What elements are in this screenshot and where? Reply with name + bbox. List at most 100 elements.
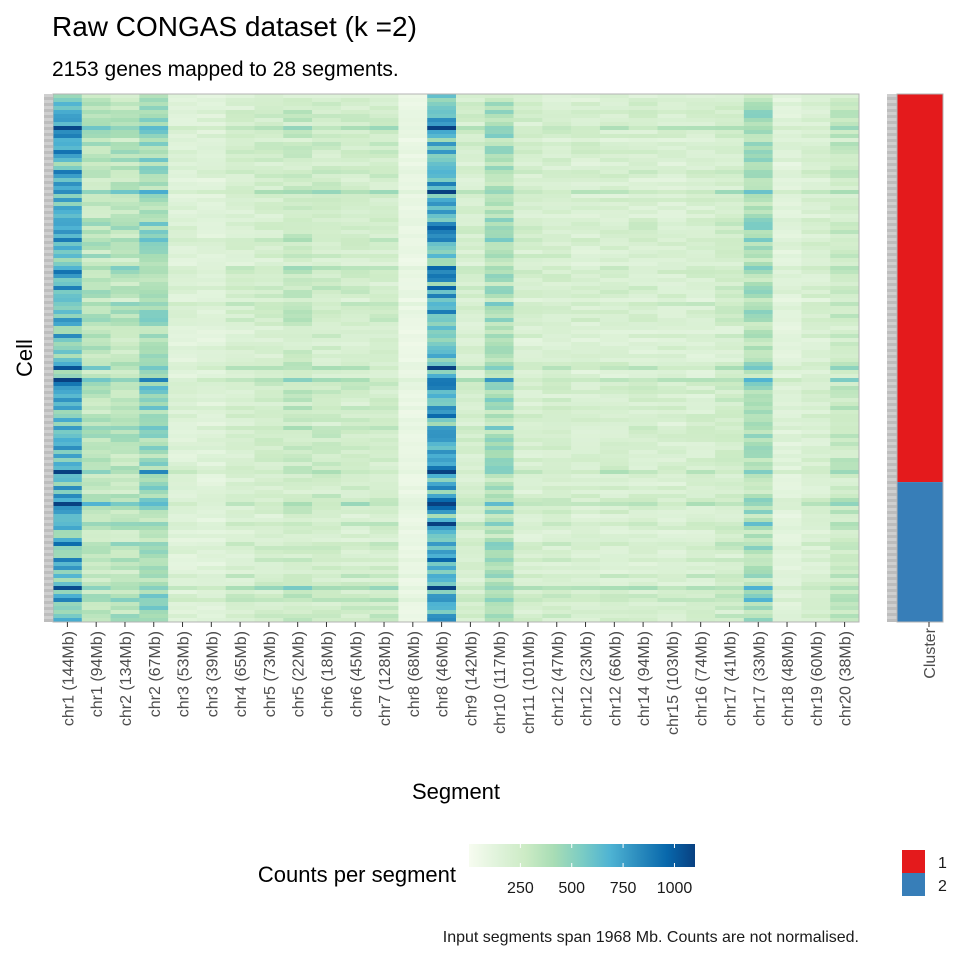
heatmap-cell (628, 338, 658, 343)
heatmap-cell (81, 430, 111, 435)
heatmap-cell (715, 578, 745, 583)
heatmap-cell (599, 198, 630, 203)
heatmap-cell (254, 166, 284, 171)
heatmap-cell (599, 370, 630, 375)
heatmap-cell (628, 598, 658, 603)
heatmap-cell (81, 494, 111, 499)
heatmap-cell (225, 238, 255, 243)
heatmap-cell (254, 262, 284, 267)
heatmap-cell (686, 306, 716, 311)
heatmap-cell (369, 414, 399, 419)
heatmap-cell (599, 438, 630, 443)
heatmap-cell (225, 114, 255, 119)
heatmap-cell (830, 322, 860, 327)
heatmap-cell (81, 134, 111, 139)
heatmap-cell (139, 190, 169, 195)
heatmap-cell (628, 590, 658, 595)
heatmap-cell (715, 490, 745, 495)
heatmap-cell (398, 302, 428, 307)
heatmap-cell (542, 410, 572, 415)
heatmap-cell (628, 306, 658, 311)
heatmap-cell (772, 566, 802, 571)
heatmap-cell (254, 210, 284, 215)
heatmap-cell (139, 218, 169, 223)
heatmap-cell (340, 138, 370, 143)
heatmap-cell (225, 558, 255, 563)
heatmap-cell (571, 506, 601, 511)
heatmap-cell (830, 406, 860, 411)
heatmap-cell (743, 578, 773, 583)
heatmap-cell (657, 294, 687, 299)
heatmap-cell (456, 154, 486, 159)
heatmap-cell (628, 454, 658, 459)
heatmap-cell (427, 478, 457, 483)
heatmap-cell (599, 394, 630, 399)
heatmap-cell (340, 542, 370, 547)
heatmap-cell (196, 214, 227, 219)
heatmap-cell (484, 230, 514, 235)
heatmap-cell (110, 242, 140, 247)
heatmap-cell (110, 414, 140, 419)
heatmap-cell (830, 390, 860, 395)
heatmap-cell (427, 114, 457, 119)
heatmap-cell (686, 202, 716, 207)
heatmap-cell (456, 298, 486, 303)
heatmap-cell (772, 154, 802, 159)
heatmap-cell (312, 158, 342, 163)
heatmap-cell (168, 370, 198, 375)
heatmap-cell (772, 210, 802, 215)
heatmap-cell (254, 186, 284, 191)
heatmap-cell (542, 206, 572, 211)
heatmap-cell (657, 422, 687, 427)
heatmap-cell (599, 546, 630, 551)
heatmap-cell (254, 534, 284, 539)
heatmap-cell (657, 154, 687, 159)
heatmap-cell (53, 414, 83, 419)
heatmap-cell (398, 398, 428, 403)
heatmap-cell (369, 478, 399, 483)
heatmap-cell (484, 382, 514, 387)
heatmap-cell (225, 182, 255, 187)
heatmap-cell (110, 514, 140, 519)
heatmap-cell (225, 214, 255, 219)
heatmap-cell (801, 106, 831, 111)
cell-strip-tick (44, 442, 53, 445)
heatmap-cell (599, 286, 630, 291)
heatmap-cell (484, 98, 514, 103)
heatmap-cell (542, 318, 572, 323)
heatmap-cell (225, 498, 255, 503)
heatmap-cell (542, 470, 572, 475)
heatmap-cell (657, 358, 687, 363)
heatmap-cell (283, 558, 313, 563)
heatmap-cell (196, 378, 227, 383)
heatmap-cell (513, 398, 543, 403)
heatmap-cell (830, 530, 860, 535)
cell-strip-tick (44, 370, 53, 373)
heatmap-cell (830, 354, 860, 359)
heatmap-cell (369, 418, 399, 423)
heatmap-cell (398, 246, 428, 251)
heatmap-cell (254, 314, 284, 319)
heatmap-cell (571, 514, 601, 519)
heatmap-cell (484, 534, 514, 539)
heatmap-cell (657, 318, 687, 323)
heatmap-cell (772, 426, 802, 431)
heatmap-cell (743, 214, 773, 219)
heatmap-cell (283, 446, 313, 451)
heatmap-cell (340, 134, 370, 139)
heatmap-cell (139, 406, 169, 411)
heatmap-cell (686, 366, 716, 371)
heatmap-cell (772, 494, 802, 499)
heatmap-cell (427, 110, 457, 115)
heatmap-cell (484, 414, 514, 419)
heatmap-cell (484, 410, 514, 415)
heatmap-cell (398, 494, 428, 499)
heatmap-cell (110, 290, 140, 295)
heatmap-cell (196, 570, 227, 575)
heatmap-cell (427, 610, 457, 615)
heatmap-cell (398, 218, 428, 223)
heatmap-cell (139, 598, 169, 603)
heatmap-cell (628, 502, 658, 507)
heatmap-cell (772, 586, 802, 591)
heatmap-cell (369, 410, 399, 415)
